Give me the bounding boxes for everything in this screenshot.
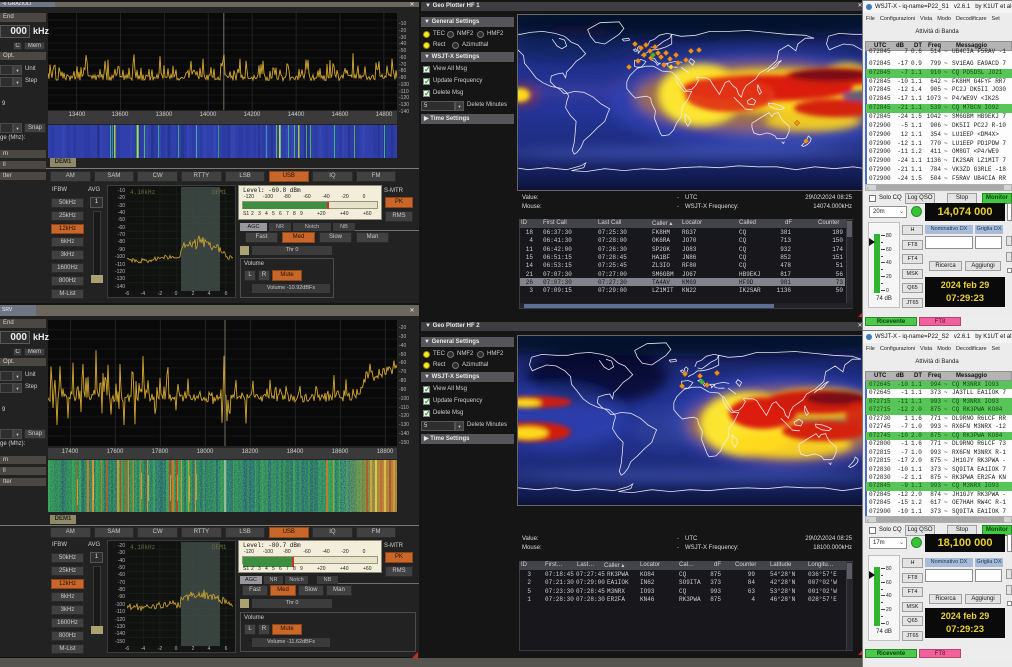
svg-text:DEM1: DEM1: [212, 544, 227, 551]
svg-text:4.10kHz: 4.10kHz: [130, 189, 156, 196]
svg-text:DEM1: DEM1: [212, 189, 227, 196]
svg-text:4.10kHz: 4.10kHz: [130, 544, 156, 551]
